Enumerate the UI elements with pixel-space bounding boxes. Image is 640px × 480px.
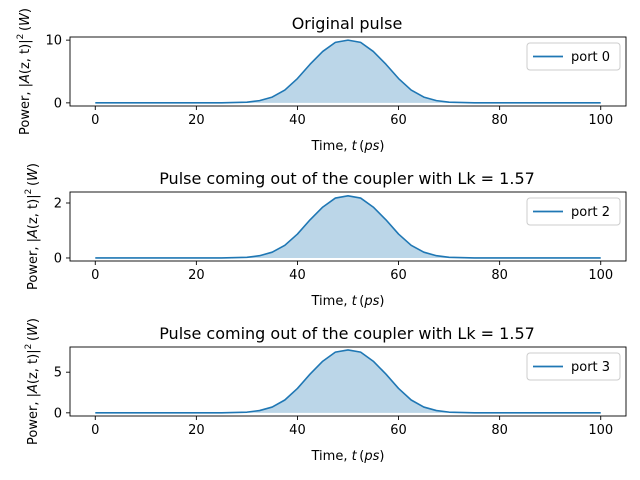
x-tick-label: 60: [390, 423, 407, 438]
series-area-port-0: [95, 40, 601, 103]
y-tick-label: 5: [54, 366, 62, 381]
series-area-port-2: [95, 195, 601, 258]
legend-box: [526, 352, 621, 381]
x-tick-label: 40: [289, 423, 306, 438]
legend-box: [526, 197, 621, 226]
x-axis-label: Time, t (ps): [311, 294, 385, 309]
y-tick-label: 0: [54, 96, 62, 111]
x-tick-label: 80: [491, 268, 508, 283]
chart-title: Original pulse: [292, 14, 403, 33]
x-axis-label: Time, t (ps): [311, 139, 385, 154]
series-line-port-2: [95, 195, 601, 259]
y-axis-label: Power, |A(z, t)|2 (W): [24, 163, 41, 290]
legend-label: port 3: [571, 360, 610, 375]
y-tick-label: 0: [54, 406, 62, 421]
x-tick-label: 100: [588, 423, 613, 438]
chart-panel-3: 0 20 40 60 80 100 0 5 Pulse coming out of the co…: [24, 318, 627, 464]
x-tick-label: 60: [390, 268, 407, 283]
legend: port 0: [526, 42, 621, 71]
x-tick-label: 40: [289, 268, 306, 283]
y-axis-label: Power, |A(z, t)|2 (W): [16, 8, 33, 135]
x-tick-label: 20: [188, 423, 205, 438]
y-tick-label: 0: [54, 251, 62, 266]
chart-title: Pulse coming out of the coupler with Lk …: [159, 169, 535, 188]
x-tick-label: 20: [188, 113, 205, 128]
chart-title: Pulse coming out of the coupler with Lk …: [159, 324, 535, 343]
x-tick-label: 0: [91, 423, 99, 438]
legend: port 3: [526, 352, 621, 381]
y-tick-label: 2: [54, 196, 62, 211]
x-tick-label: 60: [390, 113, 407, 128]
x-tick-label: 40: [289, 113, 306, 128]
y-tick-label: 10: [45, 34, 62, 49]
series-line-port-0: [95, 39, 601, 104]
x-tick-label: 80: [491, 423, 508, 438]
axes-frame: [69, 191, 627, 262]
y-axis-label: Power, |A(z, t)|2 (W): [24, 318, 41, 445]
legend-box: [526, 42, 621, 71]
series-area-port-3: [95, 349, 601, 413]
axes-frame: [69, 346, 627, 417]
legend-label: port 2: [571, 205, 610, 220]
series-line-port-3: [95, 349, 601, 414]
x-tick-label: 80: [491, 113, 508, 128]
chart-panel-2: 0 20 40 60 80 100 0 2 Pulse coming out of the co…: [24, 163, 627, 309]
legend-label: port 0: [571, 50, 610, 65]
x-tick-label: 0: [91, 113, 99, 128]
axes-frame: [69, 36, 627, 107]
x-axis-label: Time, t (ps): [311, 449, 385, 464]
x-tick-label: 100: [588, 113, 613, 128]
x-tick-label: 20: [188, 268, 205, 283]
x-tick-label: 100: [588, 268, 613, 283]
chart-panel-1: 0 20 40 60 80 100 0 10 Original pulse Time, t (ps…: [16, 8, 627, 154]
x-tick-label: 0: [91, 268, 99, 283]
legend: port 2: [526, 197, 621, 226]
